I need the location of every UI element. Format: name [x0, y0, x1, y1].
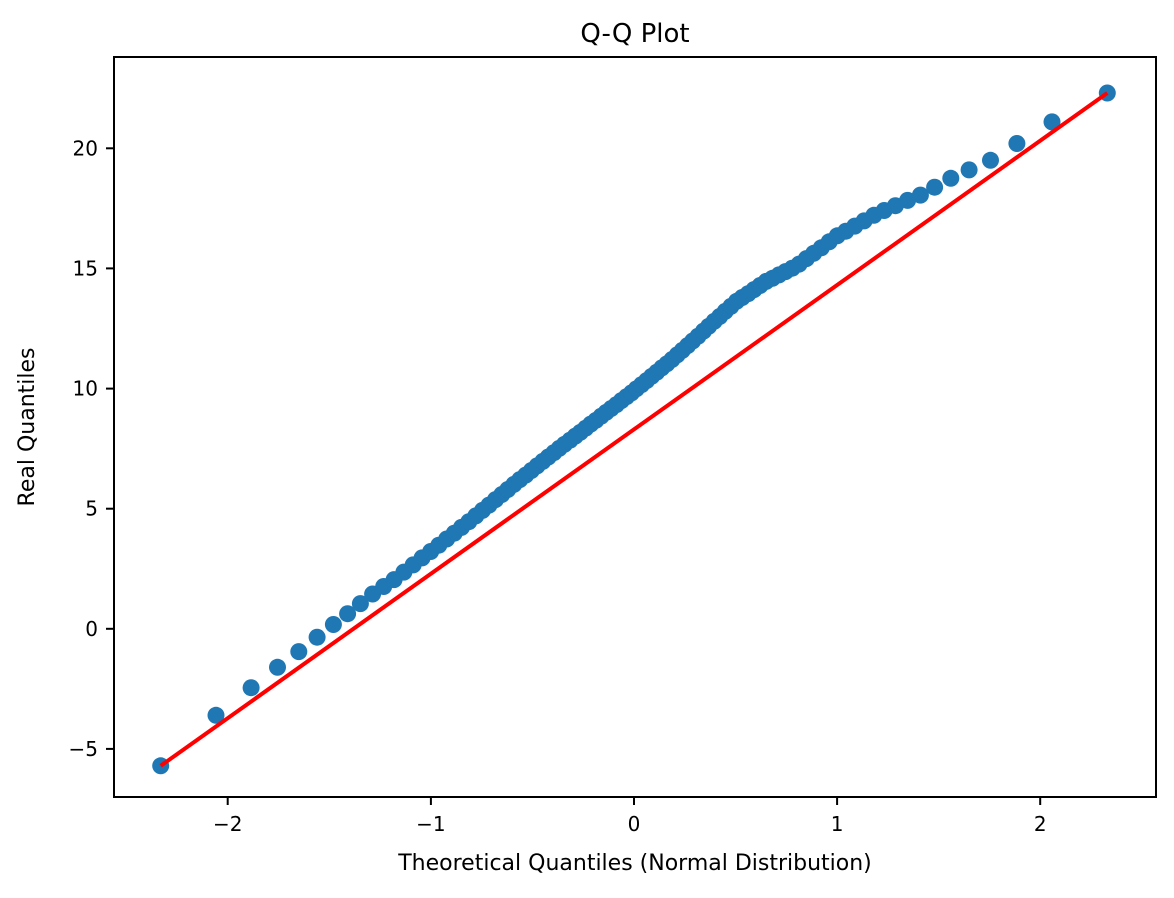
x-axis-label: Theoretical Quantiles (Normal Distributi… [397, 851, 872, 876]
x-tick-label: 0 [628, 812, 641, 836]
data-point [1043, 113, 1061, 131]
data-point [324, 616, 342, 633]
scatter-series [152, 84, 1116, 775]
data-point [339, 605, 357, 623]
y-tick-label: 0 [85, 617, 98, 641]
x-tick-label: 2 [1034, 812, 1047, 836]
x-tick-label: −1 [416, 812, 445, 836]
data-point [290, 643, 308, 661]
data-point [982, 151, 999, 169]
reference-line [159, 91, 1109, 768]
axes-spines [113, 56, 1157, 798]
data-point [242, 679, 260, 697]
y-tick-label: 10 [73, 377, 98, 401]
y-tick-label: 15 [73, 256, 98, 280]
data-point [960, 161, 978, 179]
y-tick-label: −5 [69, 737, 98, 761]
data-point [899, 191, 917, 209]
y-axis-label: Real Quantiles [15, 348, 40, 507]
data-point [1008, 135, 1026, 152]
data-point [308, 628, 326, 646]
data-point [269, 658, 286, 676]
data-point [911, 186, 929, 204]
y-tick-label: 5 [85, 497, 98, 521]
y-tick-label: 20 [73, 136, 98, 160]
x-tick-label: −2 [213, 812, 242, 836]
reference-line-layer [159, 91, 1109, 768]
data-point [207, 706, 225, 724]
data-point [942, 169, 960, 187]
y-axis-ticks: −5 0 5 10 15 20 [69, 136, 114, 761]
data-point [351, 595, 369, 613]
x-axis-ticks: −2 −1 0 1 2 [213, 797, 1047, 836]
data-point [926, 178, 944, 196]
x-tick-label: 1 [831, 812, 844, 836]
chart-title: Q-Q Plot [580, 19, 689, 49]
